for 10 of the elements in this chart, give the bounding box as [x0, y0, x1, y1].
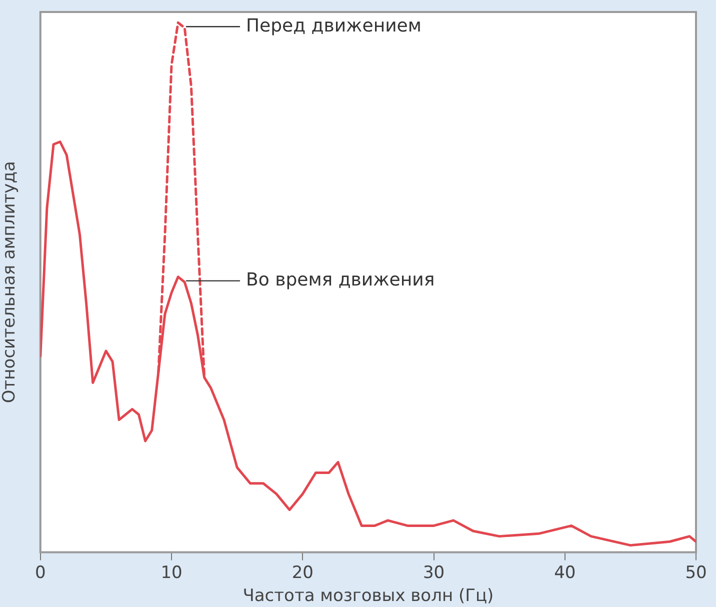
x-tick-label: 10	[160, 562, 182, 583]
annotation: Во время движения	[246, 269, 435, 290]
x-tick-label: 50	[685, 562, 707, 583]
annotation: Перед движением	[246, 15, 422, 36]
x-axis-title: Частота мозговых волн (Гц)	[242, 586, 494, 606]
y-axis-title: Относительная амплитуда	[0, 161, 20, 404]
x-tick-label: 30	[422, 562, 445, 583]
x-tick-label: 0	[34, 562, 46, 583]
x-tick-label: 20	[292, 562, 314, 583]
x-tick-label: 40	[554, 562, 576, 583]
